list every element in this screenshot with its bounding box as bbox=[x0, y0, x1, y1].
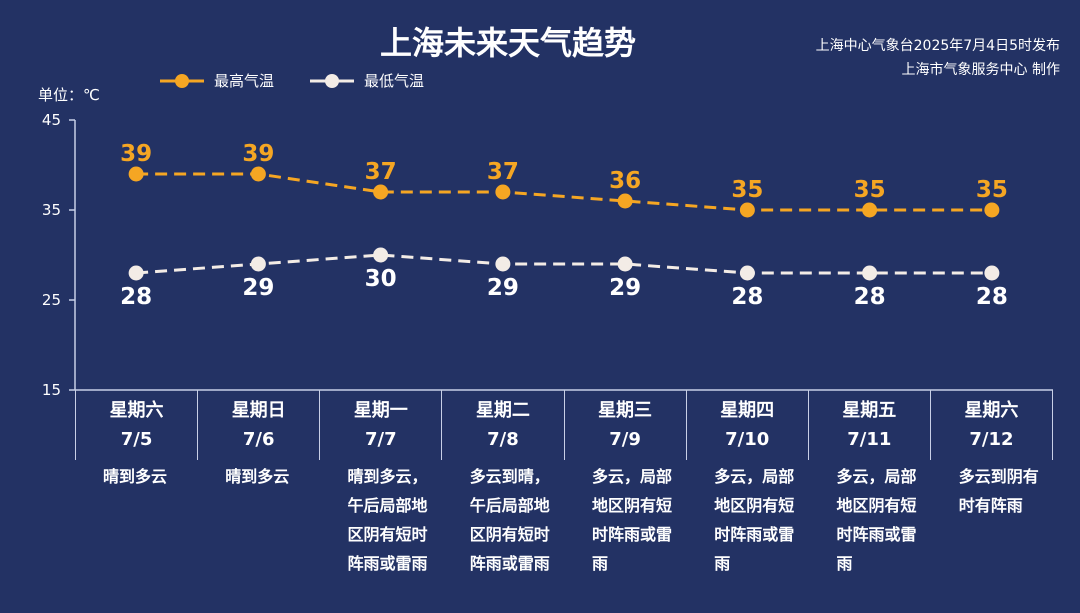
data-label: 35 bbox=[854, 177, 886, 203]
weekday-label: 星期三 bbox=[598, 400, 653, 421]
legend-item-high: 最高气温 bbox=[160, 70, 274, 91]
weather-description: 多云到晴，午后局部地区阴有短时阵雨或雷雨 bbox=[469, 467, 550, 573]
date-label: 7/11 bbox=[847, 429, 892, 450]
data-label: 37 bbox=[487, 159, 519, 185]
data-label: 29 bbox=[487, 275, 519, 301]
data-label: 37 bbox=[365, 159, 397, 185]
data-label: 35 bbox=[976, 177, 1008, 203]
weather-description: 多云，局部地区阴有短时阵雨或雷雨 bbox=[836, 467, 917, 573]
data-label: 29 bbox=[609, 275, 641, 301]
data-point bbox=[495, 184, 511, 200]
day-header: 星期五 7/11 bbox=[809, 390, 931, 460]
weekday-label: 星期四 bbox=[720, 400, 775, 421]
legend-low-marker bbox=[310, 73, 355, 88]
day-header: 星期六 7/12 bbox=[931, 390, 1053, 460]
data-point bbox=[128, 166, 144, 182]
legend-high-marker bbox=[160, 73, 204, 88]
weekday-label: 星期六 bbox=[109, 400, 164, 421]
y-tick-label: 45 bbox=[42, 111, 61, 129]
unit-label: 单位：℃ bbox=[38, 86, 100, 104]
data-point bbox=[862, 202, 878, 218]
date-label: 7/10 bbox=[725, 429, 770, 450]
date-label: 7/9 bbox=[609, 429, 641, 450]
data-label: 28 bbox=[120, 284, 152, 310]
series-line-high bbox=[136, 172, 992, 212]
y-tick-label: 25 bbox=[42, 291, 61, 309]
y-tick-label: 35 bbox=[42, 201, 61, 219]
weather-description: 多云，局部地区阴有短时阵雨或雷雨 bbox=[592, 467, 673, 573]
weather-row: 晴到多云 晴到多云 晴到多云，午后局部地区阴有短时阵雨或雷雨 多云到晴，午后局部地区阴… bbox=[75, 462, 1053, 578]
day-header: 星期二 7/8 bbox=[442, 390, 565, 460]
day-header: 星期六 7/5 bbox=[75, 390, 199, 460]
data-point bbox=[373, 184, 389, 200]
weather-description: 晴到多云 bbox=[225, 467, 290, 486]
date-label: 7/5 bbox=[120, 429, 153, 450]
data-point bbox=[128, 265, 144, 281]
data-point bbox=[617, 256, 633, 272]
weather-description: 多云到阴有时有阵雨 bbox=[958, 467, 1039, 515]
series-line-low bbox=[136, 253, 992, 275]
data-label: 28 bbox=[731, 284, 763, 310]
legend-low-label: 最低气温 bbox=[364, 72, 425, 90]
data-point bbox=[739, 265, 755, 281]
y-tick-label: 15 bbox=[42, 381, 61, 399]
day-header: 星期日 7/6 bbox=[198, 390, 321, 460]
legend-high-label: 最高气温 bbox=[214, 72, 275, 90]
weekday-label: 星期一 bbox=[353, 400, 408, 421]
chart-title: 上海未来天气趋势 bbox=[379, 24, 636, 62]
data-label: 35 bbox=[731, 177, 763, 203]
data-label: 28 bbox=[854, 284, 886, 310]
date-label: 7/7 bbox=[365, 429, 397, 450]
legend-item-low: 最低气温 bbox=[310, 70, 424, 91]
data-label: 39 bbox=[120, 141, 152, 167]
day-header: 星期三 7/9 bbox=[565, 390, 687, 460]
data-point bbox=[250, 256, 266, 272]
day-header: 星期一 7/7 bbox=[320, 390, 443, 460]
data-point bbox=[984, 265, 1000, 281]
weather-description: 晴到多云，午后局部地区阴有短时阵雨或雷雨 bbox=[347, 467, 428, 573]
source-line-1: 上海中心气象台2025年7月4日5时发布 bbox=[815, 38, 1060, 54]
data-point bbox=[617, 193, 633, 209]
legend: 最高气温 最低气温 bbox=[160, 70, 460, 91]
date-label: 7/12 bbox=[969, 429, 1014, 450]
weekday-label: 星期六 bbox=[964, 400, 1019, 421]
data-point bbox=[495, 256, 511, 272]
day-header-row: 星期六 7/5 星期日 7/6 星期一 7/7 星期二 7/8 星期三 7/9 星期四 7/10 星期五… bbox=[75, 390, 1053, 460]
weekday-label: 星期二 bbox=[475, 400, 530, 421]
data-label: 28 bbox=[976, 284, 1008, 310]
data-label: 39 bbox=[242, 141, 274, 167]
data-point bbox=[250, 166, 266, 182]
data-point bbox=[862, 265, 878, 281]
weather-description: 晴到多云 bbox=[103, 467, 168, 486]
data-label: 29 bbox=[242, 275, 274, 301]
date-label: 7/6 bbox=[242, 429, 275, 450]
data-point bbox=[984, 202, 1000, 218]
data-point bbox=[739, 202, 755, 218]
weekday-label: 星期日 bbox=[231, 400, 286, 421]
weekday-label: 星期五 bbox=[842, 400, 897, 421]
weather-description: 多云，局部地区阴有短时阵雨或雷雨 bbox=[714, 467, 795, 573]
source-line-2: 上海市气象服务中心 制作 bbox=[901, 62, 1060, 78]
data-point bbox=[373, 247, 389, 263]
data-label: 30 bbox=[365, 266, 397, 292]
date-label: 7/8 bbox=[487, 429, 519, 450]
day-header: 星期四 7/10 bbox=[687, 390, 809, 460]
data-label: 36 bbox=[609, 168, 641, 194]
source-info: 上海中心气象台2025年7月4日5时发布 上海市气象服务中心 制作 bbox=[816, 34, 1060, 82]
